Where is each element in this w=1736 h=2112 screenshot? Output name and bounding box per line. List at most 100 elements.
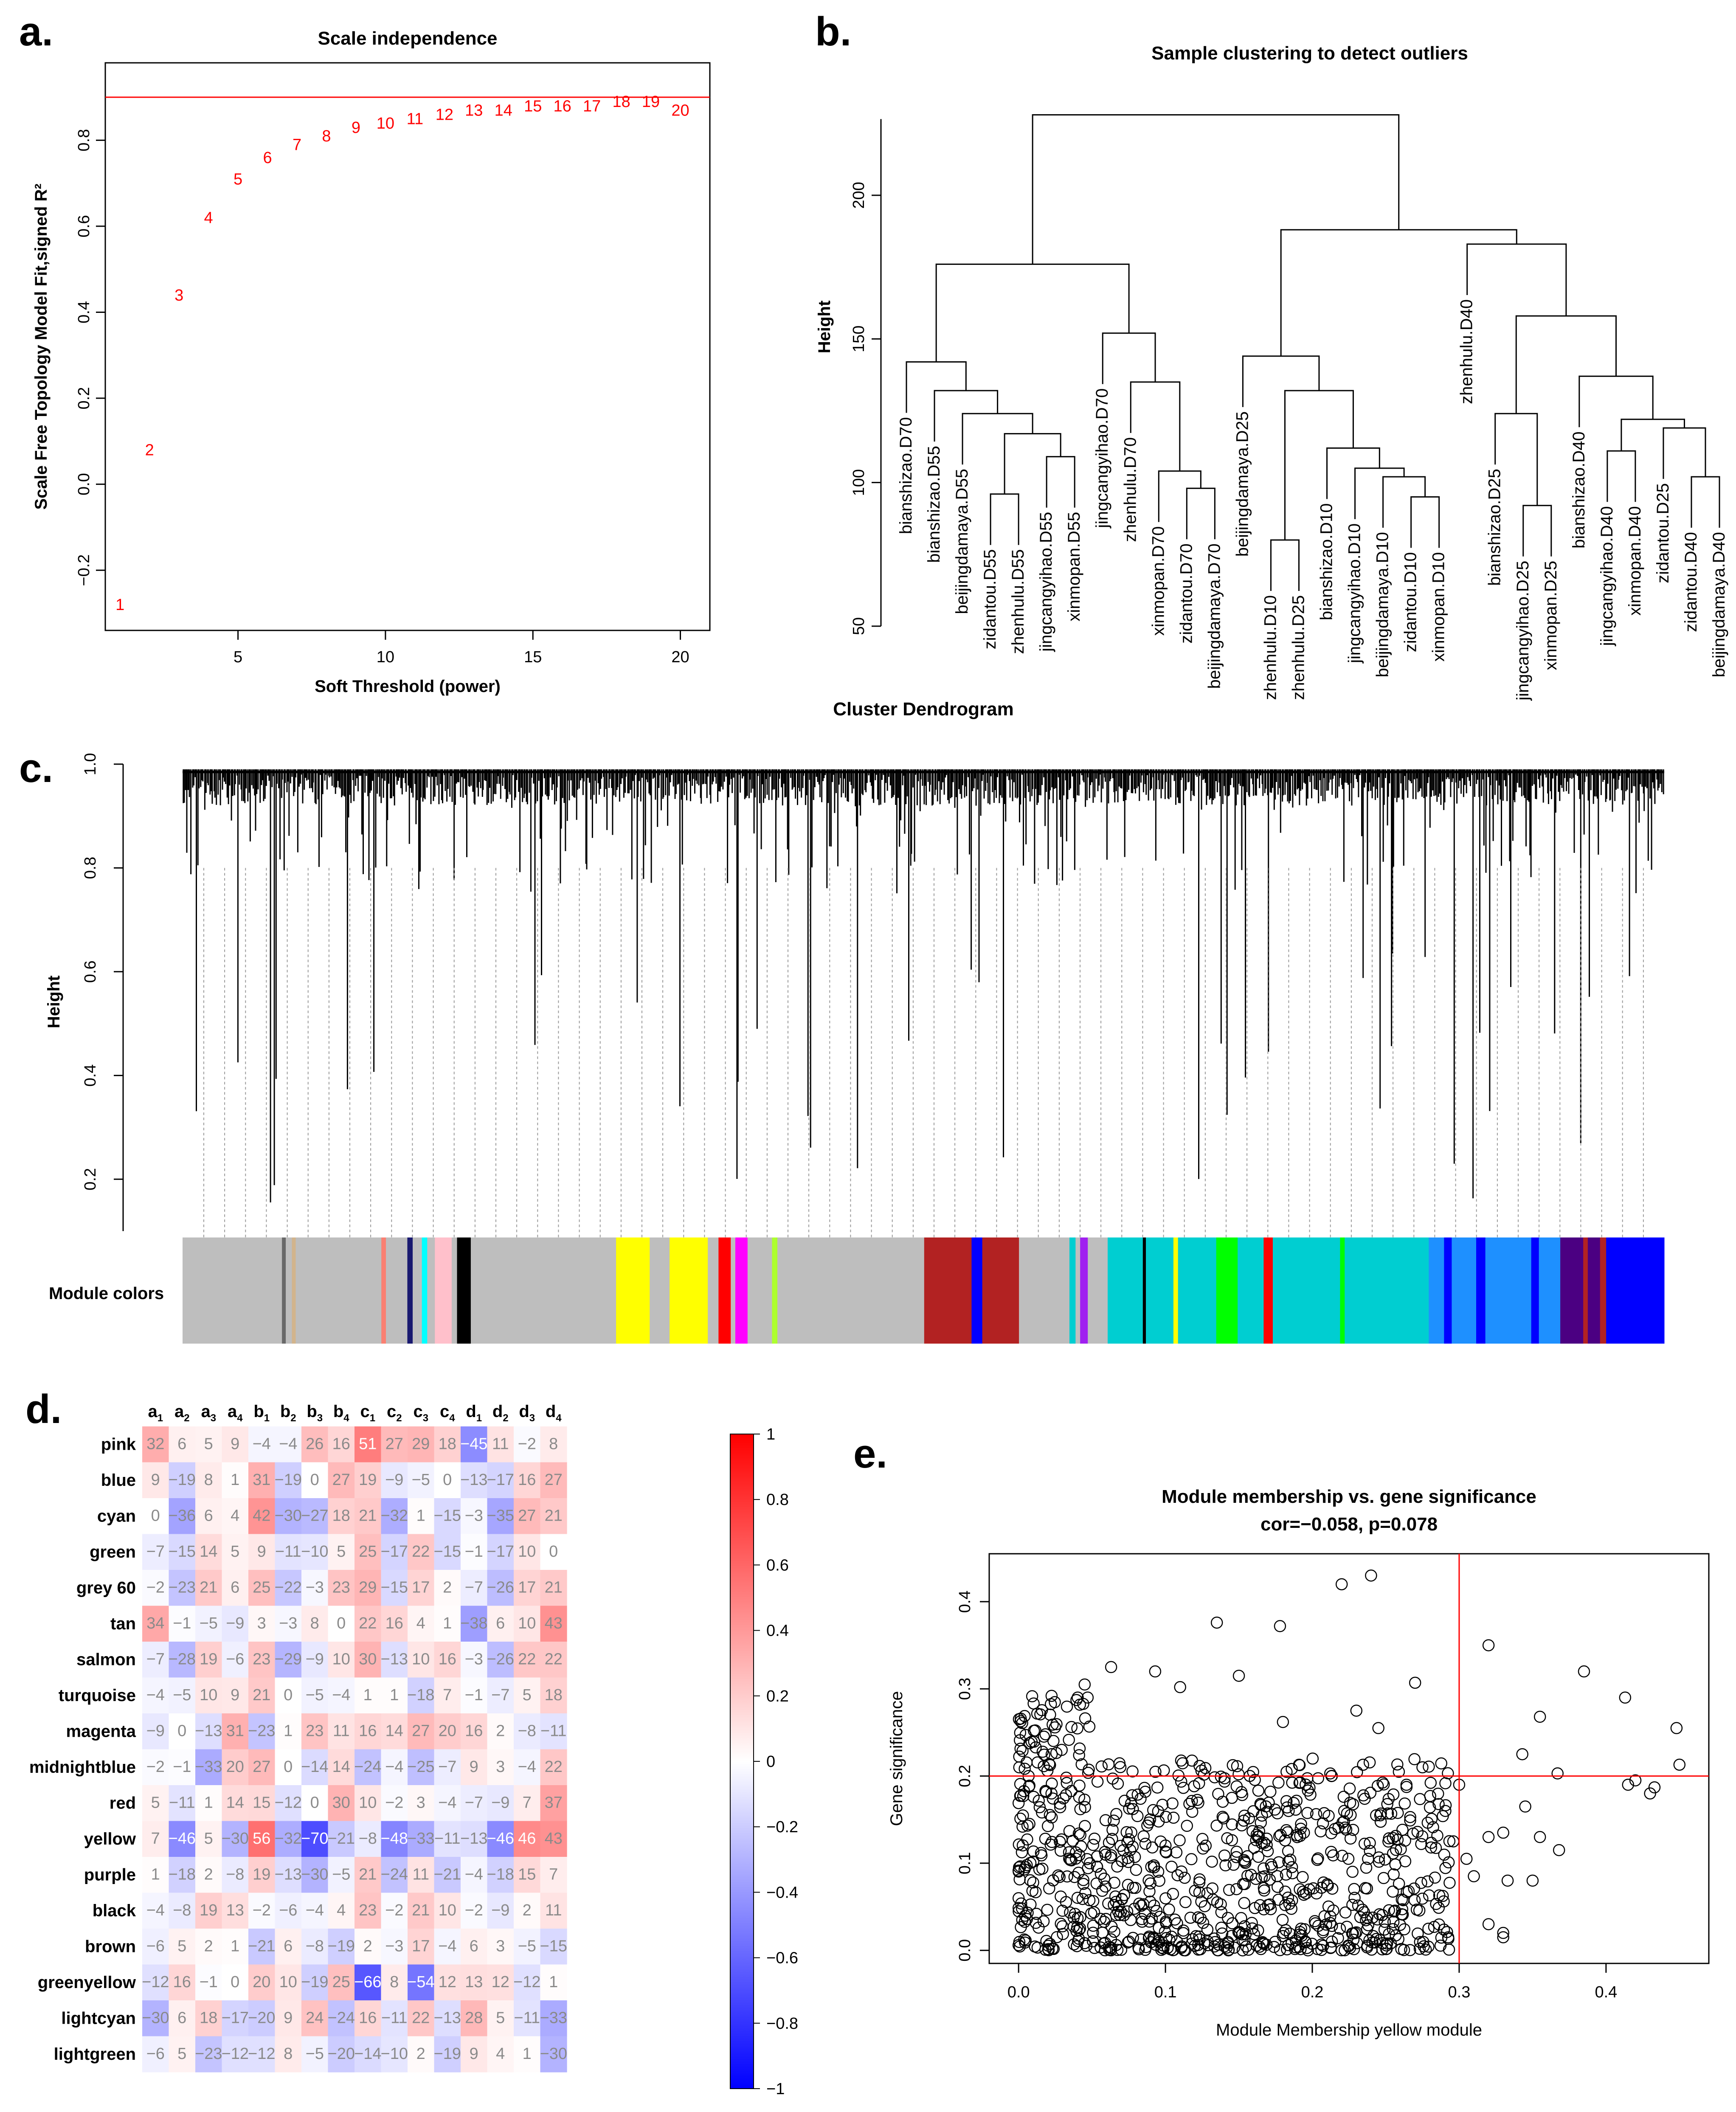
- heatmap-cell: [222, 2000, 249, 2037]
- heatmap-cell-value: 27: [253, 1758, 270, 1776]
- colorbar-tick-label: −0.2: [766, 1818, 798, 1836]
- heatmap-cell-value: 16: [332, 1435, 350, 1453]
- heatmap-cell-value: −19: [169, 1471, 196, 1489]
- sample-leaf-label: zhenhulu.D70: [1121, 437, 1140, 542]
- sample-leaf-label: zhenhulu.D10: [1261, 595, 1280, 700]
- heatmap-cell-value: −15: [434, 1507, 461, 1524]
- module-color-segment: [1075, 1237, 1080, 1344]
- heatmap-cell: [301, 1642, 329, 1678]
- heatmap-cell-value: 6: [284, 1937, 293, 1955]
- scatter-point: [1279, 1885, 1291, 1898]
- scatter-point: [1260, 1832, 1273, 1845]
- heatmap-cell-value: 21: [545, 1578, 563, 1596]
- heatmap-cell: [275, 1713, 302, 1750]
- dendrogram-branch: [1663, 427, 1706, 479]
- heatmap-column-label: b1: [253, 1402, 270, 1424]
- module-color-segment: [1216, 1237, 1238, 1344]
- module-color-segment: [1080, 1237, 1088, 1344]
- heatmap-cell: [275, 1642, 302, 1678]
- heatmap-cell: [248, 1642, 276, 1678]
- heatmap-cell-value: −3: [465, 1650, 483, 1668]
- heatmap-column-label: b4: [333, 1402, 349, 1424]
- scatter-point: [1031, 1941, 1044, 1954]
- scatter-point: [1255, 1871, 1268, 1884]
- scatter-point: [1040, 1786, 1052, 1798]
- heatmap-cell: [195, 1426, 222, 1463]
- heatmap-cell-value: 43: [545, 1830, 563, 1848]
- scatter-point: [1238, 1897, 1250, 1910]
- scatter-point: [1077, 1874, 1090, 1886]
- scatter-point: [1293, 1777, 1306, 1789]
- module-color-segment: [1429, 1237, 1444, 1344]
- scatter-point: [1217, 1812, 1230, 1825]
- scatter-point: [1443, 1835, 1456, 1848]
- heatmap-cell: [169, 1821, 196, 1857]
- heatmap-row-label: red: [110, 1794, 136, 1812]
- scatter-point: [1061, 1777, 1073, 1789]
- scatter-point: [1031, 1756, 1044, 1769]
- heatmap-cell-value: −1: [173, 1614, 191, 1632]
- scatter-points: [1012, 1569, 1686, 1957]
- scatter-point: [1230, 1845, 1243, 1858]
- scatter-point: [1387, 1923, 1399, 1935]
- scatter-point: [1047, 1943, 1060, 1955]
- scatter-point: [1281, 1826, 1294, 1839]
- heatmap-cell-value: −11: [275, 1543, 301, 1561]
- scatter-point: [1232, 1768, 1245, 1780]
- scatter-point: [1208, 1932, 1221, 1945]
- heatmap-cell-value: −4: [385, 1758, 403, 1776]
- scatter-point: [1061, 1870, 1073, 1883]
- x-axis-label: Soft Threshold (power): [315, 677, 501, 696]
- scatter-point: [1121, 1905, 1134, 1918]
- scatter-point: [1411, 1825, 1424, 1838]
- module-color-segment: [670, 1237, 708, 1344]
- heatmap-cell: [514, 1785, 541, 1822]
- heatmap-cell: [275, 1426, 302, 1463]
- scatter-point: [1106, 1833, 1118, 1845]
- heatmap-cell-value: −66: [354, 1973, 381, 1991]
- heatmap-cell: [142, 1929, 169, 1965]
- scatter-point: [1079, 1712, 1092, 1725]
- scatter-point: [1015, 1921, 1027, 1933]
- scatter-point: [1212, 1938, 1225, 1951]
- scatter-point: [1439, 1862, 1452, 1874]
- scatter-point: [1271, 1870, 1283, 1882]
- scatter-point: [1497, 1926, 1509, 1939]
- scatter-point: [1441, 1926, 1453, 1938]
- heatmap-cell: [328, 1893, 355, 1929]
- module-color-segment: [1606, 1237, 1665, 1344]
- heatmap-cell-value: 5: [337, 1543, 346, 1561]
- scatter-point: [1419, 1943, 1432, 1956]
- heatmap-cell-value: 3: [416, 1794, 425, 1811]
- heatmap-cell-value: −4: [438, 1794, 456, 1811]
- heatmap-cell: [540, 1964, 567, 2001]
- scatter-point: [1149, 1766, 1162, 1778]
- heatmap-cell: [355, 2000, 382, 2037]
- heatmap-cell-value: 14: [385, 1722, 403, 1740]
- scatter-point: [1300, 1778, 1312, 1791]
- module-color-segment: [772, 1237, 778, 1344]
- scatter-point: [1105, 1944, 1117, 1957]
- heatmap-cell: [408, 1857, 435, 1893]
- scatter-point: [1128, 1850, 1141, 1863]
- scatter-point: [1071, 1722, 1083, 1735]
- heatmap-cell: [142, 1857, 169, 1893]
- scatter-point: [1083, 1720, 1096, 1733]
- scatter-point: [1215, 1898, 1227, 1911]
- heatmap-column-label: a2: [174, 1402, 190, 1424]
- scatter-point: [1087, 1920, 1100, 1932]
- heatmap-cell-value: −12: [222, 2045, 249, 2063]
- scatter-point: [1103, 1941, 1115, 1953]
- scatter-point: [1468, 1870, 1480, 1882]
- scatter-point: [1130, 1864, 1142, 1876]
- scatter-point: [1154, 1835, 1167, 1848]
- module-color-segment: [1583, 1237, 1588, 1344]
- scatter-point: [1198, 1937, 1211, 1949]
- heatmap-cell-value: 20: [439, 1722, 456, 1740]
- scatter-point: [1077, 1878, 1090, 1890]
- scatter-point: [1363, 1934, 1376, 1946]
- heatmap-cell: [301, 1677, 329, 1714]
- heatmap-cell: [408, 1426, 435, 1463]
- heatmap-cell-value: −4: [332, 1686, 350, 1704]
- heatmap-cell: [355, 1893, 382, 1929]
